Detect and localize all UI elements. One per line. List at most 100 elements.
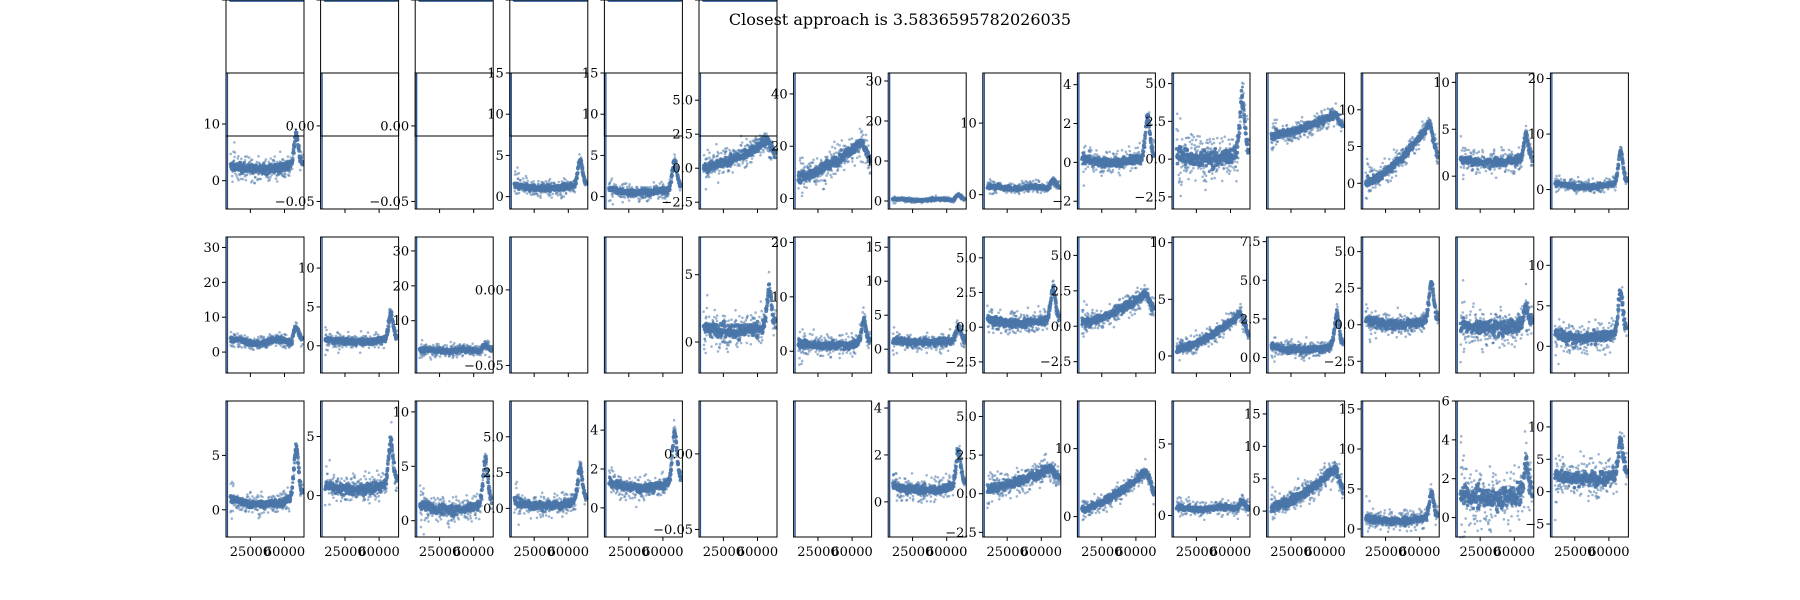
data-point [718, 172, 721, 175]
data-point [251, 179, 254, 182]
data-point [1194, 179, 1197, 182]
data-point [854, 164, 857, 167]
data-point [1118, 172, 1121, 175]
data-point [858, 151, 861, 154]
data-point [831, 169, 834, 172]
data-point [1246, 118, 1249, 121]
y-tick-label: 30 [866, 75, 883, 90]
data-point [1141, 159, 1144, 162]
y-tick-label: 2 [1063, 117, 1071, 132]
data-point [841, 139, 844, 142]
data-point [703, 154, 706, 157]
data-point [1236, 145, 1240, 149]
data-point [1243, 109, 1246, 112]
data-point [257, 155, 260, 158]
data-point [733, 164, 736, 167]
data-point [1116, 150, 1119, 153]
data-point [1272, 122, 1275, 125]
data-point [1178, 180, 1181, 183]
data-point [861, 130, 864, 133]
data-point [1096, 153, 1099, 156]
data-point [1235, 180, 1238, 183]
data-point [1239, 115, 1243, 119]
y-tick-label: 2.5 [1145, 115, 1166, 130]
data-point [812, 161, 815, 164]
data-point [1098, 155, 1101, 158]
data-point [808, 180, 811, 183]
data-point [856, 157, 859, 160]
y-tick-label: −0.05 [369, 195, 409, 210]
data-point [1236, 161, 1239, 164]
data-point [1244, 103, 1247, 106]
data-point [564, 178, 567, 181]
data-point [994, 181, 997, 184]
data-point [609, 199, 612, 202]
data-point [801, 195, 804, 198]
y-tick-label: 10 [866, 155, 883, 170]
data-point [815, 183, 818, 186]
data-point [1227, 138, 1230, 141]
data-point [1115, 153, 1118, 156]
data-point [1223, 168, 1226, 171]
data-point [820, 179, 823, 182]
data-point [1126, 153, 1129, 156]
data-point [826, 156, 829, 159]
data-point [1212, 138, 1215, 141]
y-tick-label: 0.0 [672, 162, 693, 177]
data-point [851, 137, 854, 140]
scatter-points [796, 128, 872, 198]
data-point [514, 170, 517, 173]
y-tick-label: 10 [582, 108, 599, 123]
data-point [1276, 119, 1279, 122]
data-point [1000, 182, 1003, 185]
data-point [557, 194, 560, 197]
data-point [1095, 168, 1098, 171]
scatter-points [702, 132, 778, 190]
axes-frame [321, 73, 399, 209]
data-point [746, 162, 749, 165]
data-point [1037, 191, 1040, 194]
data-point [1191, 143, 1194, 146]
data-point [291, 168, 294, 171]
data-point [1236, 169, 1239, 172]
data-point [725, 150, 728, 153]
axes-frame [226, 73, 304, 209]
data-point [621, 201, 624, 204]
data-point [1084, 145, 1087, 148]
data-point [1201, 142, 1204, 145]
data-point [716, 155, 719, 158]
data-point [237, 157, 240, 160]
data-point [1275, 143, 1278, 146]
data-point [291, 164, 294, 167]
data-point [1211, 172, 1214, 175]
data-point [835, 151, 838, 154]
data-point [708, 176, 711, 179]
data-point [1234, 160, 1237, 163]
data-point [519, 179, 522, 182]
data-point [1192, 167, 1195, 170]
data-point [1100, 174, 1103, 177]
y-tick-label: 0.00 [380, 119, 409, 134]
data-point [739, 164, 742, 167]
data-point [1282, 138, 1285, 141]
data-point [1200, 168, 1203, 171]
data-point [745, 159, 748, 162]
data-point [1237, 157, 1240, 160]
data-point [1238, 126, 1242, 130]
subplot-panel: −2.50.02.55.0 [661, 73, 777, 213]
data-point [1286, 124, 1289, 127]
data-point [254, 176, 257, 179]
data-point [275, 177, 278, 180]
data-point [1286, 142, 1289, 145]
data-point [622, 186, 625, 189]
data-point [1181, 181, 1184, 184]
y-tick-label: 15 [582, 67, 599, 82]
data-point [669, 185, 672, 188]
data-point [1032, 180, 1035, 183]
data-point [1193, 136, 1196, 139]
data-point [1247, 140, 1250, 143]
data-point [750, 161, 753, 164]
y-tick-label: 10 [960, 117, 977, 132]
